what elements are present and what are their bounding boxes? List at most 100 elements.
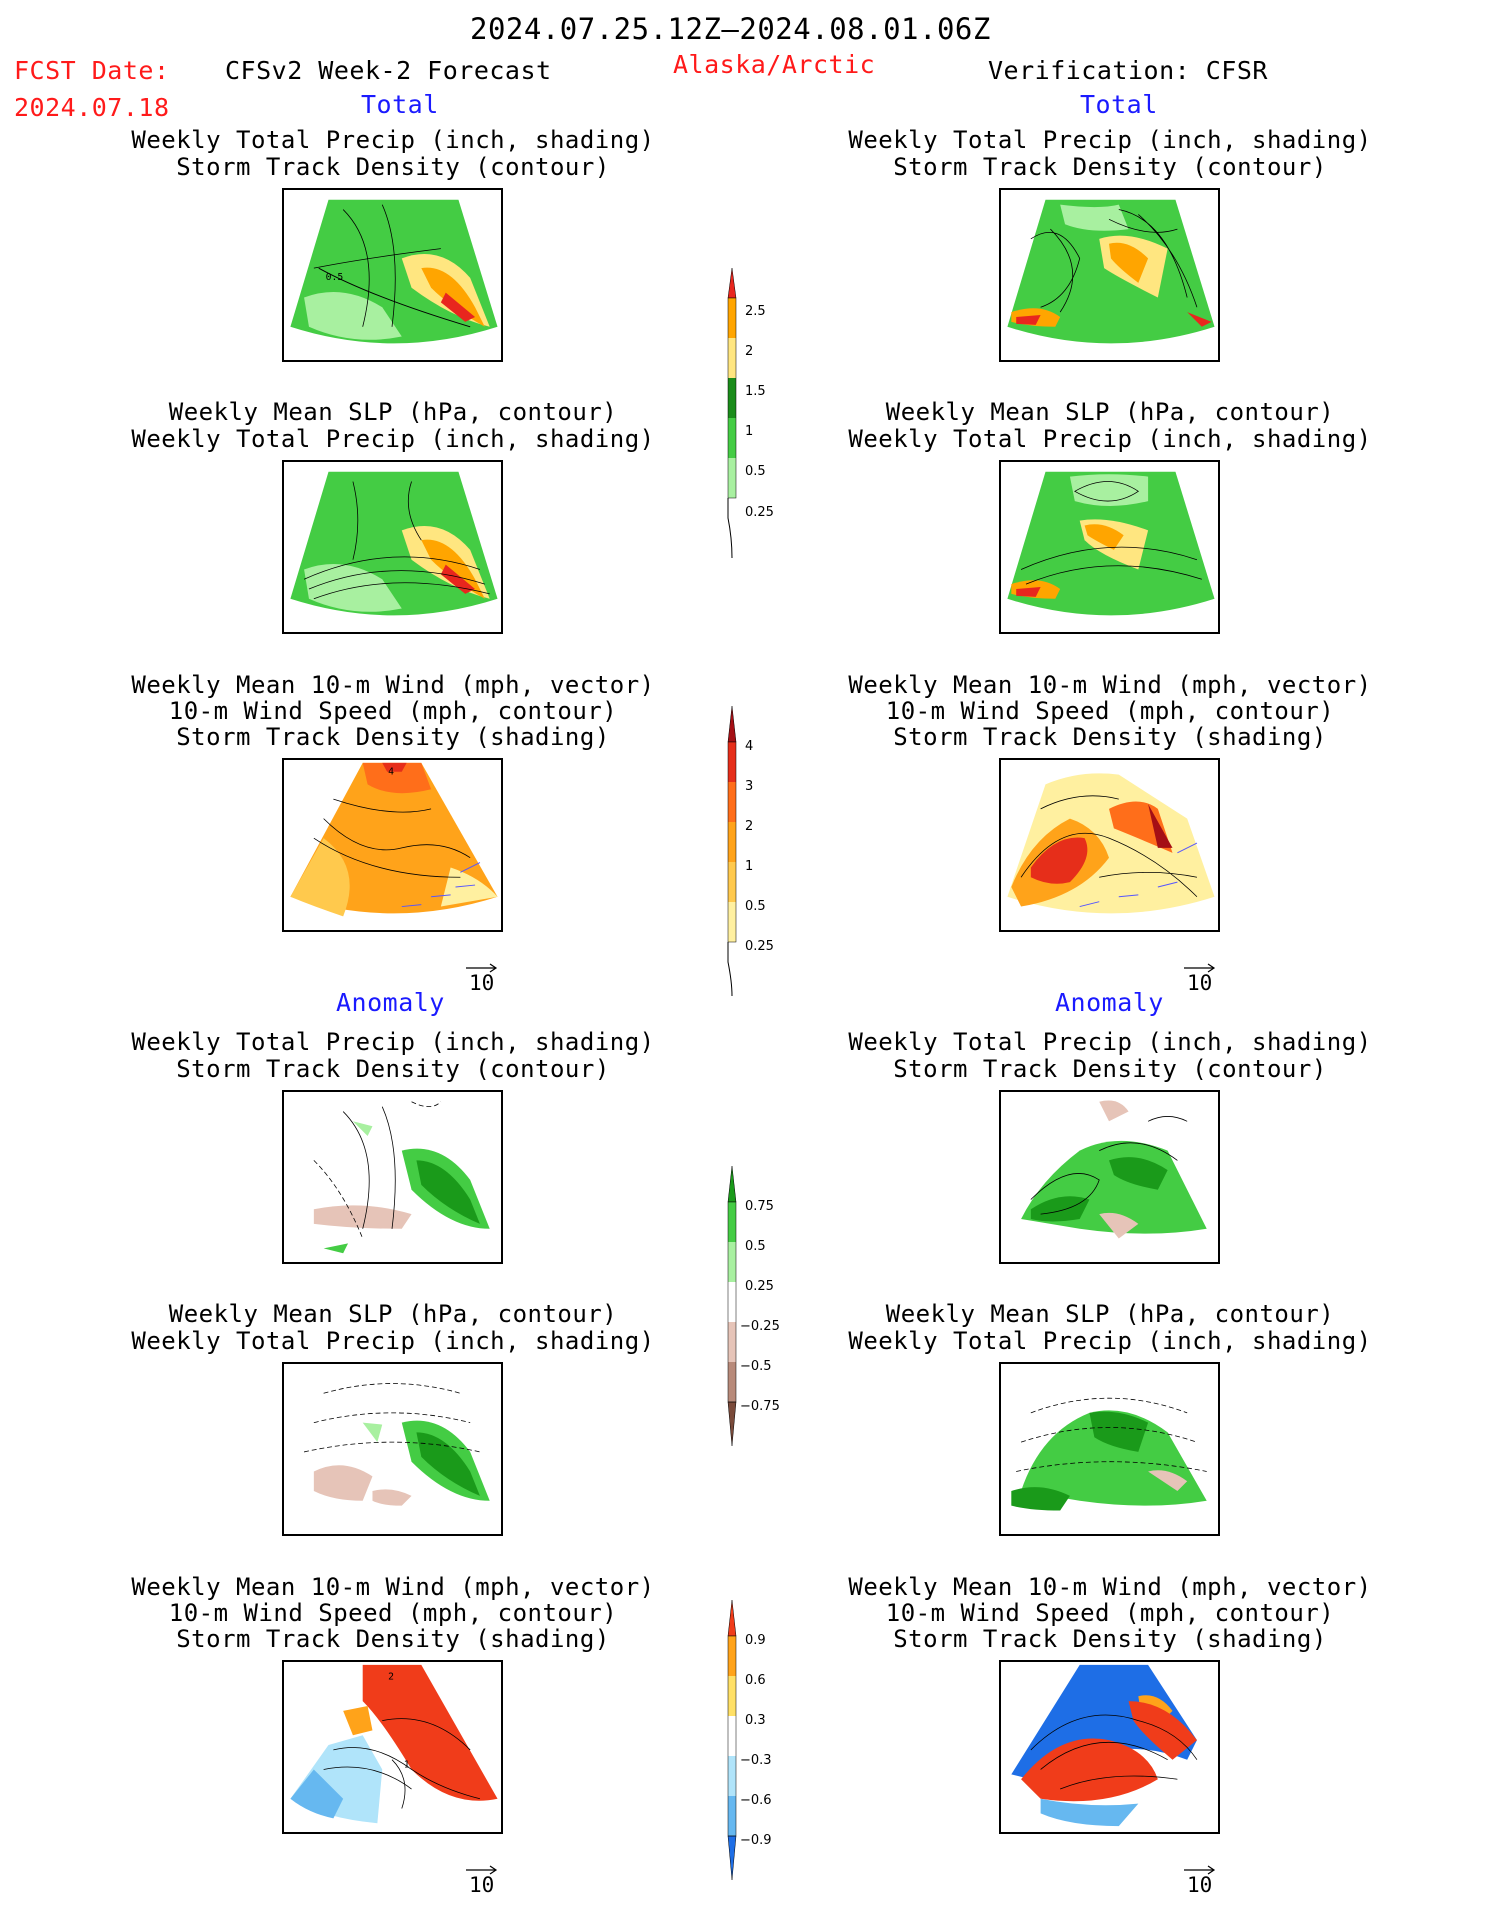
- map-wind-storm-total-verif-plot: [1007, 773, 1215, 914]
- map-slp-precip-anom-verif: [999, 1362, 1220, 1536]
- map-precip-storm-anom-verif-plot: [1021, 1100, 1207, 1239]
- title-r3-right-2: 10-m Wind Speed (mph, contour): [885, 697, 1335, 725]
- title-r6-right-1: Weekly Mean 10-m Wind (mph, vector): [848, 1573, 1372, 1601]
- colorbar-storm-total-label-4: 1: [745, 859, 754, 874]
- map-precip-storm-anom-verif: [999, 1090, 1220, 1264]
- colorbar-precip-total-label-4: 1: [745, 424, 754, 439]
- title-r4-right-1: Weekly Total Precip (inch, shading): [848, 1028, 1372, 1056]
- colorbar-precip-anom-label-6: −0.75: [740, 1399, 780, 1414]
- title-r2-right-2: Weekly Total Precip (inch, shading): [848, 425, 1372, 453]
- colorbar-precip-total: [722, 267, 762, 559]
- title-r4-left-2: Storm Track Density (contour): [176, 1055, 610, 1083]
- map-precip-storm-total-fcst-plot: 0.5: [290, 199, 498, 344]
- map-wind-storm-total-verif: [999, 758, 1220, 932]
- colorbar-precip-anom-label-2: 0.5: [745, 1239, 766, 1254]
- title-r3-left-2: 10-m Wind Speed (mph, contour): [168, 697, 618, 725]
- colorbar-storm-anom-label-2: 0.6: [745, 1673, 766, 1688]
- map-slp-precip-total-verif: [999, 460, 1220, 634]
- colorbar-precip-total-label-3: 1.5: [745, 384, 766, 399]
- contour-label-4: 4: [388, 767, 394, 778]
- title-r4-left-1: Weekly Total Precip (inch, shading): [131, 1028, 655, 1056]
- colorbar-storm-anom-label-4: −0.3: [740, 1753, 772, 1768]
- vector-scale-arrow-r6-right: [1184, 1860, 1216, 1875]
- title-r4-right-2: Storm Track Density (contour): [893, 1055, 1327, 1083]
- region-label: Alaska/Arctic: [673, 50, 876, 79]
- model-label: CFSv2 Week-2 Forecast: [225, 56, 552, 85]
- verification-label: Verification: CFSR: [988, 56, 1268, 85]
- map-precip-storm-total-verif-plot: [1007, 199, 1215, 344]
- colorbar-storm-total-label-6: 0.25: [745, 939, 774, 954]
- colorbar-precip-anom-label-3: 0.25: [745, 1279, 774, 1294]
- title-r6-right-2: 10-m Wind Speed (mph, contour): [885, 1599, 1335, 1627]
- title-r2-left-1: Weekly Mean SLP (hPa, contour): [168, 398, 618, 426]
- vector-scale-arrow-r3-right: [1184, 958, 1216, 973]
- colorbar-precip-anom-label-5: −0.5: [740, 1359, 772, 1374]
- vector-scale-arrow-r3-left: [466, 958, 498, 973]
- map-precip-storm-total-verif: [999, 188, 1220, 362]
- title-r5-left-2: Weekly Total Precip (inch, shading): [131, 1327, 655, 1355]
- title-r5-right-2: Weekly Total Precip (inch, shading): [848, 1327, 1372, 1355]
- map-slp-precip-total-fcst-plot: [290, 471, 498, 616]
- map-wind-storm-anom-verif: [999, 1660, 1220, 1834]
- title-r5-right-1: Weekly Mean SLP (hPa, contour): [885, 1300, 1335, 1328]
- map-precip-storm-anom-fcst-plot: [313, 1101, 490, 1254]
- title-r2-right-1: Weekly Mean SLP (hPa, contour): [885, 398, 1335, 426]
- contour-label-2: 2: [388, 1672, 394, 1683]
- fcst-date-label: FCST Date:: [14, 56, 170, 85]
- title-r6-right-3: Storm Track Density (shading): [893, 1625, 1327, 1653]
- period-title: 2024.07.25.12Z–2024.08.01.06Z: [470, 12, 991, 46]
- vector-scale-arrow-r6-left: [466, 1860, 498, 1875]
- colorbar-storm-anom-label-6: −0.9: [740, 1833, 772, 1848]
- contour-label-1: 1: [404, 1760, 410, 1771]
- map-precip-storm-total-fcst: 0.5: [282, 188, 503, 362]
- map-slp-precip-total-fcst: [282, 460, 503, 634]
- title-r3-right-1: Weekly Mean 10-m Wind (mph, vector): [848, 671, 1372, 699]
- title-r3-right-3: Storm Track Density (shading): [893, 723, 1327, 751]
- map-precip-storm-anom-fcst: [282, 1090, 503, 1264]
- title-r2-left-2: Weekly Total Precip (inch, shading): [131, 425, 655, 453]
- map-wind-storm-total-fcst-plot: 4: [290, 762, 498, 917]
- vector-scale-label-r3-right: 10: [1187, 971, 1213, 995]
- title-r6-left-1: Weekly Mean 10-m Wind (mph, vector): [131, 1573, 655, 1601]
- title-r3-left-1: Weekly Mean 10-m Wind (mph, vector): [131, 671, 655, 699]
- colorbar-storm-anom-label-3: 0.3: [745, 1713, 766, 1728]
- colorbar-storm-total-label-5: 0.5: [745, 899, 766, 914]
- title-r1-right-1: Weekly Total Precip (inch, shading): [848, 126, 1372, 154]
- title-r6-left-2: 10-m Wind Speed (mph, contour): [168, 1599, 618, 1627]
- colorbar-storm-anom: [722, 1599, 762, 1881]
- map-slp-precip-total-verif-plot: [1007, 471, 1215, 616]
- title-r1-left-2: Storm Track Density (contour): [176, 153, 610, 181]
- title-r6-left-3: Storm Track Density (shading): [176, 1625, 610, 1653]
- colorbar-precip-total-label-2: 2: [745, 344, 754, 359]
- colorbar-storm-anom-label-1: 0.9: [745, 1633, 766, 1648]
- map-wind-storm-anom-fcst-plot: 2 1: [290, 1664, 498, 1824]
- colorbar-storm-total-label-3: 2: [745, 819, 754, 834]
- map-slp-precip-anom-fcst-plot: [303, 1383, 490, 1506]
- vector-scale-label-r3-left: 10: [469, 971, 495, 995]
- colorbar-storm-anom-label-5: −0.6: [740, 1793, 772, 1808]
- title-r1-right-2: Storm Track Density (contour): [893, 153, 1327, 181]
- section-total-left: Total: [361, 90, 439, 119]
- colorbar-storm-total-label-1: 4: [745, 739, 754, 754]
- map-wind-storm-total-fcst: 4: [282, 758, 503, 932]
- section-anomaly-right: Anomaly: [1055, 988, 1164, 1017]
- section-anomaly-left: Anomaly: [336, 988, 445, 1017]
- colorbar-precip-anom-label-4: −0.25: [740, 1319, 780, 1334]
- title-r1-left-1: Weekly Total Precip (inch, shading): [131, 126, 655, 154]
- colorbar-precip-anom-label-1: 0.75: [745, 1199, 774, 1214]
- colorbar-precip-total-label-1: 2.5: [745, 304, 766, 319]
- map-wind-storm-anom-fcst: 2 1: [282, 1660, 503, 1834]
- title-r3-left-3: Storm Track Density (shading): [176, 723, 610, 751]
- fcst-date-value: 2024.07.18: [14, 93, 170, 122]
- colorbar-precip-anom: [722, 1165, 762, 1447]
- section-total-right: Total: [1080, 90, 1158, 119]
- colorbar-precip-total-label-6: 0.25: [745, 505, 774, 520]
- colorbar-precip-total-label-5: 0.5: [745, 464, 766, 479]
- vector-scale-label-r6-left: 10: [469, 1873, 495, 1897]
- map-slp-precip-anom-verif-plot: [1011, 1397, 1207, 1511]
- colorbar-storm-total: [722, 705, 762, 997]
- colorbar-storm-total-label-2: 3: [745, 779, 754, 794]
- map-wind-storm-anom-verif-plot: [1011, 1664, 1198, 1827]
- contour-label-05: 0.5: [326, 272, 344, 283]
- vector-scale-label-r6-right: 10: [1187, 1873, 1213, 1897]
